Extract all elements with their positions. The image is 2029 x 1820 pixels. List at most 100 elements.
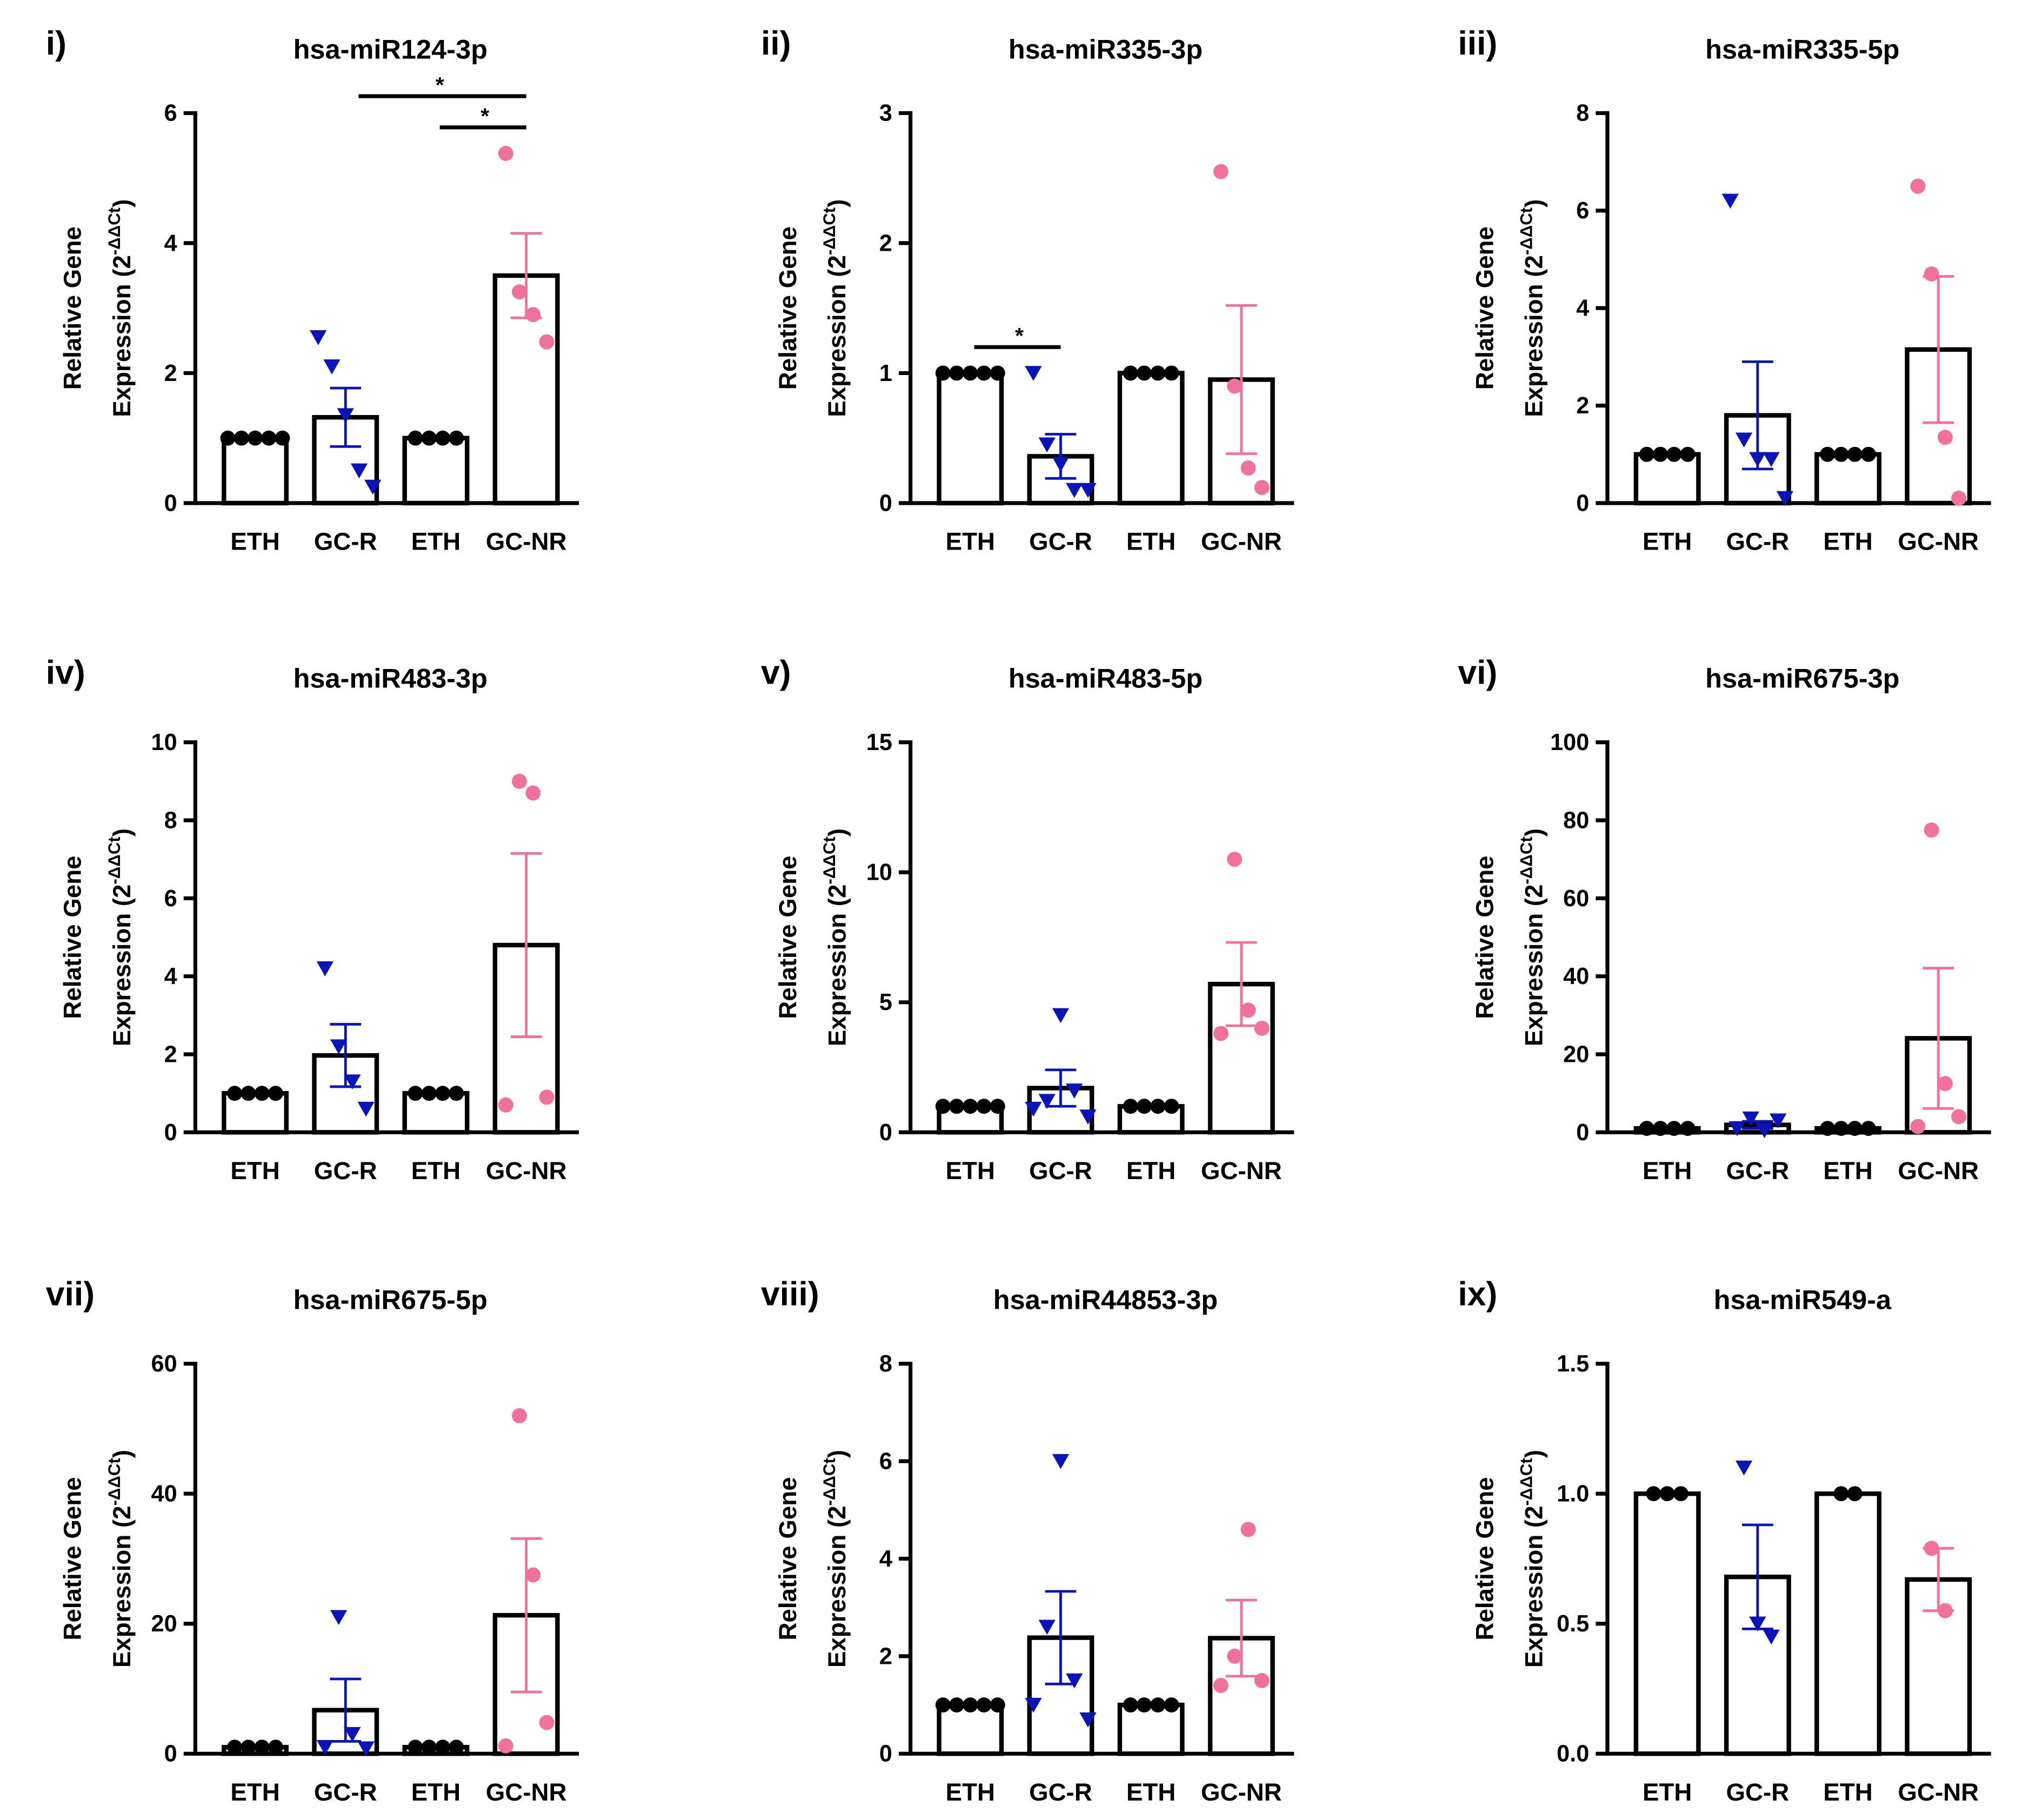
- error-bar: [1225, 304, 1257, 455]
- y-axis-label: Relative Gene: [59, 855, 86, 1019]
- y-axis-label: Expression (2-ΔΔCt): [1517, 199, 1547, 417]
- y-axis-label-part: ): [823, 1450, 851, 1458]
- x-tick-label: ETH: [1126, 1778, 1176, 1806]
- data-point: [1240, 1522, 1256, 1537]
- y-axis-label-part: Expression (2: [108, 884, 136, 1046]
- data-point: [248, 430, 263, 446]
- data-point: [1659, 1486, 1675, 1502]
- y-tick-label: 10: [866, 860, 892, 886]
- data-point: [1123, 365, 1138, 381]
- error-bar: [510, 1537, 542, 1694]
- x-tick-label: ETH: [1643, 1778, 1692, 1806]
- data-point: [1213, 1678, 1229, 1693]
- data-point: [408, 1086, 423, 1101]
- y-tick-label: 10: [151, 730, 177, 755]
- bar: [1117, 371, 1185, 506]
- data-point: [1653, 1121, 1668, 1136]
- y-tick-label: 100: [1550, 730, 1589, 755]
- y-axis-label-part: Expression (2: [1520, 884, 1548, 1046]
- y-tick-label: 0: [879, 490, 892, 516]
- error-bar: [1225, 1598, 1257, 1678]
- data-point: [963, 1697, 978, 1713]
- x-tick-label: GC-R: [1726, 1157, 1789, 1185]
- data-point: [449, 1086, 464, 1101]
- data-point: [1820, 446, 1836, 462]
- data-point: [1937, 1603, 1953, 1618]
- data-point: [1052, 457, 1070, 472]
- data-point: [1240, 1002, 1256, 1018]
- x-tick-label: GC-NR: [1898, 1778, 1979, 1806]
- chart-title: hsa-miR335-5p: [1705, 34, 1899, 64]
- bar: [1207, 981, 1275, 1135]
- data-point: [935, 1697, 951, 1713]
- data-point: [1833, 1121, 1849, 1136]
- y-axis-label-part: ): [108, 1450, 136, 1458]
- x-tick-label: GC-NR: [1898, 1157, 1979, 1185]
- data-point: [1079, 483, 1097, 498]
- data-point: [275, 430, 290, 446]
- y-tick-label: 0: [1576, 1120, 1589, 1146]
- data-point: [949, 1697, 964, 1713]
- data-point: [316, 961, 334, 976]
- error-bar: [1741, 360, 1773, 471]
- data-point: [421, 1739, 437, 1755]
- y-axis-label-part: ): [108, 828, 136, 837]
- y-tick-label: 0: [164, 1120, 177, 1146]
- data-point: [1025, 1101, 1042, 1117]
- y-tick-label: 6: [164, 101, 177, 126]
- data-point: [539, 334, 555, 350]
- data-point: [1847, 1121, 1863, 1136]
- chart-title: hsa-miR549-a: [1714, 1284, 1892, 1315]
- chart-title: hsa-miR483-5p: [1009, 663, 1203, 694]
- y-tick-label: 1.0: [1557, 1481, 1589, 1507]
- y-axis-label-part: ): [823, 828, 851, 837]
- data-point: [539, 1715, 555, 1730]
- y-axis-label-part: ): [108, 199, 136, 208]
- data-point: [1066, 1083, 1083, 1099]
- x-tick-label: GC-NR: [486, 528, 567, 556]
- bar: [1814, 452, 1882, 506]
- data-point: [976, 1697, 992, 1713]
- data-point: [1079, 1109, 1097, 1125]
- error-bar: [330, 1677, 362, 1743]
- data-point: [1254, 1673, 1270, 1688]
- data-point: [1150, 365, 1166, 381]
- data-point: [268, 1739, 283, 1755]
- data-point: [227, 1086, 243, 1101]
- y-axis-label-sup: -ΔΔCt: [1517, 837, 1536, 885]
- data-point: [1847, 1486, 1863, 1502]
- y-tick-label: 4: [164, 230, 177, 256]
- x-tick-label: ETH: [1823, 528, 1872, 556]
- chart-title: hsa-miR335-3p: [1009, 34, 1203, 64]
- x-tick-label: GC-NR: [1201, 1778, 1282, 1806]
- data-point: [1066, 483, 1083, 498]
- y-tick-label: 2: [164, 360, 177, 386]
- data-point: [990, 1697, 1005, 1713]
- y-axis-label-part: Expression (2: [823, 255, 851, 417]
- y-axis-label: Relative Gene: [774, 226, 802, 390]
- data-point: [323, 359, 341, 374]
- x-tick-label: ETH: [230, 1157, 279, 1185]
- data-point: [1951, 491, 1967, 506]
- y-tick-label: 8: [1576, 101, 1589, 126]
- data-point: [1680, 446, 1696, 462]
- y-tick-label: 1: [879, 360, 892, 386]
- data-point: [254, 1086, 270, 1101]
- y-tick-label: 4: [879, 1546, 892, 1572]
- y-tick-label: 2: [879, 1643, 892, 1669]
- data-point: [241, 1739, 256, 1755]
- y-axis-label: Expression (2-ΔΔCt): [105, 828, 136, 1046]
- y-tick-label: 2: [164, 1041, 177, 1067]
- data-point: [220, 430, 236, 446]
- data-point: [435, 1086, 451, 1101]
- data-point: [1052, 1008, 1070, 1023]
- data-point: [1137, 1099, 1152, 1114]
- data-point: [949, 1099, 964, 1114]
- data-point: [1735, 432, 1753, 448]
- data-point: [227, 1739, 243, 1755]
- data-point: [241, 1086, 256, 1101]
- data-point: [949, 365, 964, 381]
- data-point: [1910, 1119, 1926, 1134]
- y-axis-label-part: Expression (2: [1520, 255, 1548, 417]
- x-tick-label: GC-R: [314, 1778, 377, 1806]
